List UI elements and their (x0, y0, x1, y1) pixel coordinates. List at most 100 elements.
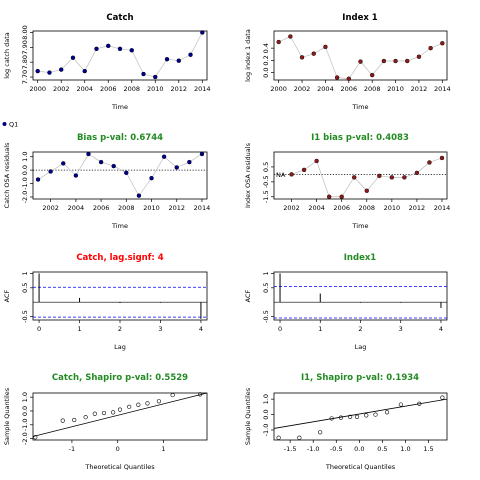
index1-xlabel: Time (352, 103, 369, 111)
index_qq-xtick-label: -1.0 (307, 445, 320, 453)
index_resid-na-label: NA (276, 171, 286, 179)
catch_index-xtick-label: 2012 (171, 85, 188, 93)
index_qq-xtick-label: 1.5 (423, 445, 433, 453)
index_qq-xtick-label: -0.5 (330, 445, 343, 453)
index_resid-ytick-label: -1.5 (262, 190, 270, 203)
index_qq-title: I1, Shapiro p-val: 0.1934 (301, 373, 419, 383)
catch_resid-point (98, 159, 104, 165)
index1-ylabel: log index 1 data (244, 29, 252, 82)
index_resid-point (427, 160, 432, 165)
catch_acf-panel: Catch, lag.signf: 4 0 1 2 3 4 -0.5 0.5 1 Lag ACF (3, 253, 208, 351)
catch_resid-point (161, 154, 167, 159)
index_acf-xtick-label: 2 (358, 325, 362, 333)
catch_qq-point (92, 411, 97, 416)
index_qq-point (417, 401, 422, 406)
catch_index-point (106, 43, 111, 49)
catch_qq-point (101, 410, 107, 416)
catch_resid-xlabel: Time (111, 222, 128, 230)
index_acf-title: Index1 (344, 253, 377, 263)
index1-point (405, 58, 410, 64)
catch_index-ytick-label: 7.80 (21, 55, 29, 69)
catch_qq-point (156, 399, 162, 404)
index1-ytick-label: 0.4 (262, 43, 270, 53)
catch_resid-ytick-label: 0.0 (21, 165, 29, 175)
index_resid-panel: I1 bias p-val: 0.4083 2002 2004 2006 2008 201… (244, 133, 450, 230)
index1-xtick-label: 2004 (317, 85, 334, 93)
index_resid-point (352, 175, 357, 180)
catch_qq-ytick-label: -2.0 (21, 432, 29, 445)
index_resid-point (326, 194, 332, 199)
catch_index-point (200, 30, 205, 35)
index_acf-xtick-label: 3 (399, 325, 403, 333)
index_qq-point (440, 395, 445, 400)
index_acf-xlabel: Lag (355, 343, 367, 351)
index_resid-point (339, 194, 344, 199)
catch_qq-point (72, 417, 77, 423)
catch_index-xtick-label: 2010 (147, 85, 164, 93)
catch_index-ytick-label: 7.90 (21, 40, 29, 54)
index_qq-point (329, 416, 334, 421)
catch_index-xtick-label: 2008 (123, 85, 140, 93)
catch_acf-ylabel: ACF (3, 289, 11, 302)
catch_resid-series-line (37, 153, 203, 197)
catch_resid-point (61, 161, 66, 166)
catch_index-xlabel: Time (111, 103, 128, 111)
catch_qq-qq-line (32, 392, 208, 437)
index_qq-point (373, 412, 378, 417)
index1-frame (273, 30, 448, 81)
catch_resid-ytick-label: -2.0 (21, 191, 29, 204)
catch_index-xtick-label: 2004 (76, 85, 93, 93)
catch_qq-point (60, 418, 65, 423)
legend-q1: Q1 (2, 121, 18, 129)
index_resid-point (364, 188, 369, 193)
catch_acf-xlabel: Lag (114, 343, 126, 351)
index_resid-xtick-label: 2012 (409, 204, 426, 212)
index1-xtick-label: 2000 (270, 85, 287, 93)
index_resid-ytick-label: 0.5 (262, 162, 270, 172)
catch_qq-point (33, 435, 38, 440)
index_resid-point (301, 167, 307, 173)
catch_qq-point (145, 401, 150, 406)
catch_qq-xtick-label: 0 (116, 445, 120, 453)
index1-xtick-label: 2008 (364, 85, 381, 93)
catch_acf-xtick-label: 3 (158, 325, 162, 333)
catch_index-ytick-label: 8.00 (21, 25, 29, 39)
index_resid-ytick-label: -0.5 (262, 175, 270, 188)
catch_qq-point (127, 404, 132, 409)
index1-xtick-label: 2012 (411, 85, 428, 93)
catch_resid-xtick-label: 2014 (194, 204, 211, 212)
index1-point (288, 34, 293, 39)
index_resid-point (314, 158, 319, 164)
index1-point (299, 55, 305, 60)
catch_qq-point (170, 392, 175, 398)
catch_index-point (129, 48, 134, 53)
index_qq-panel: I1, Shapiro p-val: 0.1934 -1.5 -1.0 -0.5 0.0… (244, 373, 448, 471)
catch_qq-panel: Catch, Shapiro p-val: 0.5529 -1 0 1 -2.0-1.0… (3, 373, 208, 471)
index1-point (440, 41, 445, 46)
catch_index-point (153, 74, 158, 80)
catch_resid-xtick-label: 2012 (168, 204, 185, 212)
catch_index-point (82, 68, 87, 74)
index_resid-frame (273, 151, 448, 200)
catch_resid-xtick-label: 2008 (118, 204, 135, 212)
index1-ytick-label: 0.2 (262, 55, 270, 65)
index1-point (428, 45, 433, 51)
catch_resid-point (35, 177, 41, 182)
catch_resid-xtick-label: 2002 (42, 204, 59, 212)
catch_index-point (35, 68, 40, 74)
catch_resid-xtick-label: 2004 (68, 204, 85, 212)
index_resid-ylabel: Index OSA residuals (244, 142, 252, 208)
index1-ytick-label: 0.0 (262, 67, 270, 77)
index_acf-ytick-label: -0.5 (262, 310, 270, 323)
catch_index-ytick-label: 7.70 (21, 70, 29, 84)
index_acf-xtick-label: 1 (318, 325, 322, 333)
index_qq-point (276, 435, 281, 440)
index_resid-point (289, 172, 294, 177)
catch_index-point (117, 46, 123, 52)
catch_index-xtick-label: 2006 (100, 85, 117, 93)
catch_acf-xtick-label: 4 (199, 325, 203, 333)
catch_index-xtick-label: 2002 (53, 85, 70, 93)
catch_index-xtick-label: 2014 (194, 85, 211, 93)
index_resid-point (389, 175, 395, 180)
